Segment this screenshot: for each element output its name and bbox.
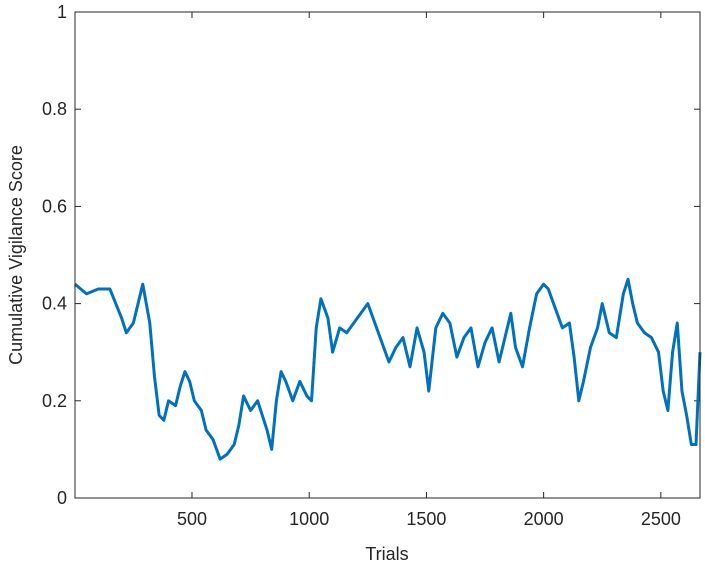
y-tick-label: 0 xyxy=(57,488,67,508)
x-tick-label: 2500 xyxy=(641,509,681,529)
axes-box xyxy=(74,11,701,499)
y-tick-label: 0.6 xyxy=(42,196,67,216)
x-tick-label: 1000 xyxy=(289,509,329,529)
x-axis-label: Trials xyxy=(365,544,408,564)
y-tick-label: 0.8 xyxy=(42,99,67,119)
x-tick-label: 1500 xyxy=(406,509,446,529)
y-tick-label: 0.4 xyxy=(42,294,67,314)
y-axis-label: Cumulative Vigilance Score xyxy=(6,145,26,365)
y-tick-label: 0.2 xyxy=(42,391,67,411)
y-tick-label: 1 xyxy=(57,2,67,22)
x-tick-label: 500 xyxy=(177,509,207,529)
data-line xyxy=(74,277,702,461)
x-tick-label: 2000 xyxy=(524,509,564,529)
